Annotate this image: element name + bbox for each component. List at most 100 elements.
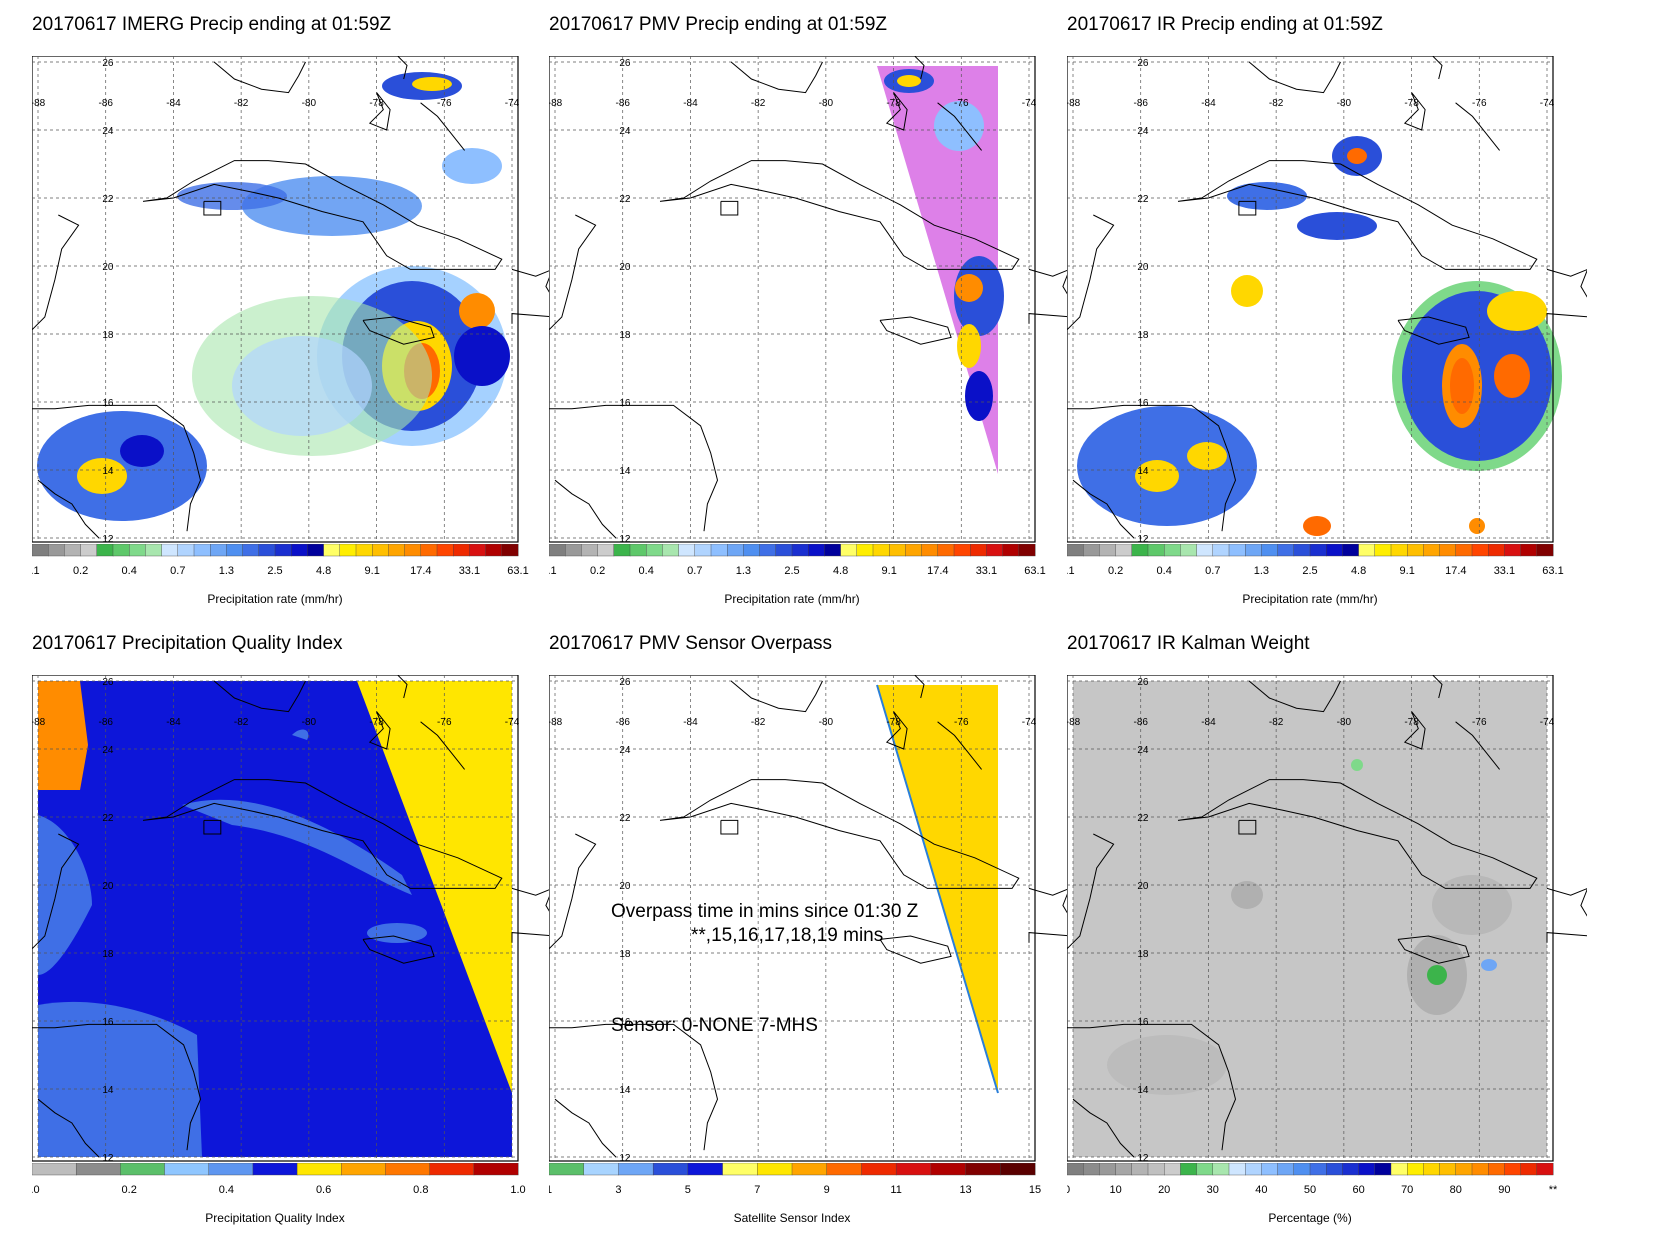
colorbar-tick-label: 11: [890, 1184, 901, 1196]
lon-tick-label: -76: [1472, 717, 1487, 728]
colorbar-swatch: [889, 544, 906, 557]
colorbar-swatch: [307, 544, 325, 557]
colorbar-swatch: [930, 1163, 967, 1176]
colorbar-tick-label: 7: [754, 1184, 760, 1196]
lat-tick-label: 20: [1137, 262, 1149, 273]
colorbar-swatch: [1390, 1163, 1408, 1176]
lon-tick-label: -88: [1067, 98, 1081, 109]
colorbar-tick-label: 4.8: [316, 565, 331, 577]
colorbar-tick-label: 0.0: [32, 1184, 40, 1196]
colorbar-swatch: [177, 544, 195, 557]
colorbar-swatch: [501, 544, 519, 557]
lat-tick-label: 16: [619, 1017, 631, 1028]
lon-tick-label: -80: [1337, 717, 1352, 728]
colorbar-tick-label: 0.4: [1157, 565, 1172, 577]
colorbar-swatch: [1390, 544, 1408, 557]
lat-tick-label: 18: [619, 330, 631, 341]
colorbar-swatch: [895, 1163, 932, 1176]
coastlines: [1067, 56, 1587, 539]
colorbar-tick-label: 0.1: [32, 565, 40, 577]
lon-tick-label: -78: [369, 717, 384, 728]
colorbar-percent: 0 10 20 30 40 50 60 70 80 90 **: [1067, 1163, 1558, 1196]
colorbar-swatch: [274, 544, 292, 557]
lat-tick-label: 22: [619, 813, 631, 824]
lat-tick-label: 14: [619, 1085, 631, 1096]
colorbar-swatch: [986, 544, 1004, 557]
colorbar-tick-label: 40: [1255, 1184, 1267, 1196]
colorbar-swatch: [32, 544, 49, 557]
colorbar-tick-label: 4.8: [833, 565, 848, 577]
colorbar-swatch: [1083, 544, 1100, 557]
colorbar-tick-label: 70: [1401, 1184, 1413, 1196]
colorbar-swatch: [970, 544, 987, 557]
colorbar-tick-label: 17.4: [927, 565, 948, 577]
colorbar-swatch: [1455, 1163, 1473, 1176]
colorbar-swatch: [645, 544, 663, 557]
panel-title: 20170617 Precipitation Quality Index: [32, 633, 343, 654]
colorbar-tick-label: 0.4: [122, 565, 137, 577]
colorbar-swatch: [953, 544, 971, 557]
colorbar-tick-label: 9.1: [882, 565, 897, 577]
colorbar-tick-label: 0.1: [549, 565, 557, 577]
lat-tick-label: 16: [1137, 1017, 1149, 1028]
colorbar-swatch: [323, 544, 341, 557]
colorbar-swatch: [1407, 544, 1424, 557]
lon-tick-label: -80: [302, 98, 317, 109]
colorbar-tick-label: 60: [1352, 1184, 1364, 1196]
overpass-mins-note: **,15,16,17,18,19 mins: [691, 925, 884, 946]
colorbar-swatch: [209, 544, 227, 557]
colorbar-tick-label: **: [1549, 1184, 1558, 1196]
lat-tick-label: 24: [102, 126, 114, 137]
colorbar-tick-label: 1.3: [1254, 565, 1269, 577]
colorbar-swatch: [1536, 544, 1554, 557]
lon-tick-label: -82: [751, 717, 766, 728]
colorbar-tick-label: 30: [1207, 1184, 1219, 1196]
colorbar-tick-label: 9: [824, 1184, 830, 1196]
colorbar-swatch: [388, 544, 406, 557]
lon-tick-label: -82: [234, 98, 249, 109]
colorbar-tick-label: 0.7: [687, 565, 702, 577]
colorbar-tick-label: 63.1: [1542, 565, 1563, 577]
lon-tick-label: -78: [1404, 717, 1419, 728]
colorbar-title: Precipitation Quality Index: [205, 1211, 345, 1225]
colorbar-swatch: [32, 1163, 77, 1176]
colorbar-swatch: [1196, 1163, 1214, 1176]
colorbar-swatch: [1488, 544, 1505, 557]
colorbar-tick-label: 90: [1498, 1184, 1510, 1196]
colorbar-tick-label: 4.8: [1351, 565, 1366, 577]
colorbar-swatch: [1407, 1163, 1424, 1176]
colorbar-swatch: [258, 544, 276, 557]
colorbar-swatch: [743, 544, 761, 557]
colorbar-tick-label: 0.2: [590, 565, 605, 577]
colorbar-swatch: [1002, 544, 1020, 557]
colorbar-tick-label: 5: [685, 1184, 691, 1196]
colorbar-tick-label: 13: [959, 1184, 971, 1196]
lat-tick-label: 14: [619, 466, 631, 477]
colorbar-swatch: [1374, 1163, 1392, 1176]
colorbar-tick-label: 17.4: [410, 565, 431, 577]
colorbar-tick-label: 0.8: [413, 1184, 428, 1196]
lat-tick-label: 16: [619, 398, 631, 409]
lon-tick-label: -88: [1067, 717, 1081, 728]
map-ir: -88 -86 -84 -82 -80 -78 -76 -74 26 24 22 20 18 16 14 12: [1067, 56, 1587, 545]
colorbar-tick-label: 80: [1450, 1184, 1462, 1196]
colorbar-tick-label: 1.3: [736, 565, 751, 577]
map-overpass: -88 -86 -84 -82 -80 -78 -76 -74 26 24 22 20 18 16 14 12: [549, 675, 1069, 1164]
colorbar-title: Precipitation rate (mm/hr): [1242, 592, 1378, 606]
colorbar-swatch: [1000, 1163, 1036, 1176]
lon-tick-label: -74: [1022, 717, 1037, 728]
colorbar-tick-label: 0.2: [1108, 565, 1123, 577]
colorbar-swatch: [64, 544, 82, 557]
colorbar-precip: 0.1 0.2 0.4 0.7 1.3 2.5 4.8 9.1 17.4 33.1 63.1: [32, 544, 529, 577]
colorbar-swatch: [597, 544, 615, 557]
colorbar-swatch: [385, 1163, 431, 1176]
lat-tick-label: 24: [619, 126, 631, 137]
colorbar-swatch: [856, 544, 874, 557]
colorbar-swatch: [1244, 544, 1262, 557]
lon-tick-label: -82: [1269, 717, 1284, 728]
colorbar-swatch: [296, 1163, 342, 1176]
colorbar-swatch: [583, 1163, 619, 1176]
colorbar-title: Percentage (%): [1268, 1211, 1352, 1225]
lat-tick-label: 22: [102, 813, 114, 824]
colorbar-swatch: [453, 544, 470, 557]
